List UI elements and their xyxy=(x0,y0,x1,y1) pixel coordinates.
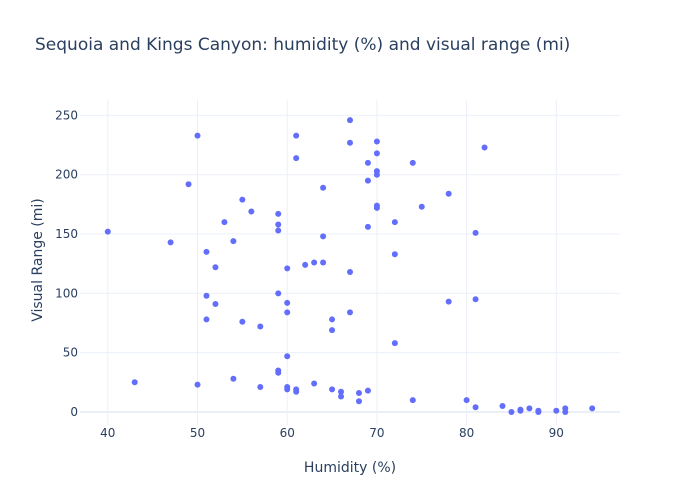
data-point[interactable] xyxy=(373,204,380,211)
data-point[interactable] xyxy=(499,403,506,410)
data-point[interactable] xyxy=(391,340,398,347)
y-tick-label: 100 xyxy=(55,286,78,300)
data-point[interactable] xyxy=(320,184,327,191)
data-point[interactable] xyxy=(391,251,398,258)
data-point[interactable] xyxy=(131,379,138,386)
data-point[interactable] xyxy=(481,144,488,151)
data-point[interactable] xyxy=(535,408,542,415)
data-point[interactable] xyxy=(445,298,452,305)
points-layer xyxy=(104,117,596,415)
data-point[interactable] xyxy=(347,117,353,124)
data-point[interactable] xyxy=(355,398,362,405)
data-point[interactable] xyxy=(239,196,246,203)
data-point[interactable] xyxy=(329,386,336,393)
data-point[interactable] xyxy=(275,210,282,217)
data-point[interactable] xyxy=(364,177,371,184)
data-point[interactable] xyxy=(248,208,255,215)
data-point[interactable] xyxy=(517,407,524,414)
data-point[interactable] xyxy=(338,388,345,395)
y-tick-label: 200 xyxy=(55,168,78,182)
x-tick-label: 80 xyxy=(459,426,474,440)
data-point[interactable] xyxy=(553,407,560,414)
data-point[interactable] xyxy=(212,301,219,308)
data-point[interactable] xyxy=(589,405,596,412)
data-point[interactable] xyxy=(257,323,264,330)
data-point[interactable] xyxy=(364,159,371,166)
data-point[interactable] xyxy=(562,408,569,415)
data-point[interactable] xyxy=(302,261,309,268)
ticks-layer: 40 50 60 70 80 90 0 50 100 150 200 250 xyxy=(55,108,564,440)
data-point[interactable] xyxy=(275,227,282,234)
data-point[interactable] xyxy=(104,228,111,235)
data-point[interactable] xyxy=(203,248,210,255)
x-tick-label: 60 xyxy=(280,426,295,440)
data-point[interactable] xyxy=(409,159,416,166)
data-point[interactable] xyxy=(275,221,282,228)
y-tick-label: 250 xyxy=(55,108,78,122)
data-point[interactable] xyxy=(293,155,300,162)
data-point[interactable] xyxy=(347,139,353,146)
data-point[interactable] xyxy=(212,264,219,271)
data-point[interactable] xyxy=(373,138,380,145)
data-point[interactable] xyxy=(364,223,371,230)
data-point[interactable] xyxy=(293,388,300,395)
data-point[interactable] xyxy=(311,259,318,266)
data-point[interactable] xyxy=(373,171,380,178)
data-point[interactable] xyxy=(239,318,246,325)
data-point[interactable] xyxy=(508,408,515,415)
data-point[interactable] xyxy=(526,405,533,412)
data-point[interactable] xyxy=(257,384,264,391)
data-point[interactable] xyxy=(329,316,336,323)
data-point[interactable] xyxy=(284,265,291,272)
data-point[interactable] xyxy=(320,259,327,266)
chart-title: Sequoia and Kings Canyon: humidity (%) a… xyxy=(35,35,570,55)
data-point[interactable] xyxy=(463,397,470,404)
data-point[interactable] xyxy=(373,150,380,157)
data-point[interactable] xyxy=(355,389,362,396)
y-tick-label: 150 xyxy=(55,227,78,241)
data-point[interactable] xyxy=(391,219,398,226)
data-point[interactable] xyxy=(409,397,416,404)
data-point[interactable] xyxy=(472,296,479,303)
data-point[interactable] xyxy=(284,353,291,360)
data-point[interactable] xyxy=(284,386,291,393)
grid-layer xyxy=(80,100,620,425)
x-tick-label: 50 xyxy=(190,426,205,440)
data-point[interactable] xyxy=(445,190,452,197)
x-tick-label: 70 xyxy=(369,426,384,440)
data-point[interactable] xyxy=(203,292,210,299)
y-axis-label: Visual Range (mi) xyxy=(30,198,46,322)
data-point[interactable] xyxy=(364,387,371,394)
data-point[interactable] xyxy=(418,203,425,210)
x-tick-label: 40 xyxy=(100,426,115,440)
data-point[interactable] xyxy=(194,381,201,388)
data-point[interactable] xyxy=(472,404,479,411)
data-point[interactable] xyxy=(347,309,353,316)
data-point[interactable] xyxy=(293,132,300,139)
data-point[interactable] xyxy=(230,238,237,245)
data-point[interactable] xyxy=(221,219,228,226)
data-point[interactable] xyxy=(284,309,291,316)
y-tick-label: 50 xyxy=(63,346,78,360)
data-point[interactable] xyxy=(329,327,336,334)
data-point[interactable] xyxy=(338,393,345,400)
data-point[interactable] xyxy=(311,380,318,387)
data-point[interactable] xyxy=(230,375,237,382)
data-point[interactable] xyxy=(275,369,282,376)
x-axis-label: Humidity (%) xyxy=(304,460,396,476)
data-point[interactable] xyxy=(320,233,327,240)
data-point[interactable] xyxy=(347,268,353,275)
data-point[interactable] xyxy=(284,299,291,306)
y-tick-label: 0 xyxy=(70,405,78,419)
x-tick-label: 90 xyxy=(549,426,564,440)
data-point[interactable] xyxy=(472,229,479,236)
data-point[interactable] xyxy=(194,132,201,139)
data-point[interactable] xyxy=(275,290,282,297)
data-point[interactable] xyxy=(167,239,174,246)
data-point[interactable] xyxy=(185,181,192,188)
data-point[interactable] xyxy=(203,316,210,323)
